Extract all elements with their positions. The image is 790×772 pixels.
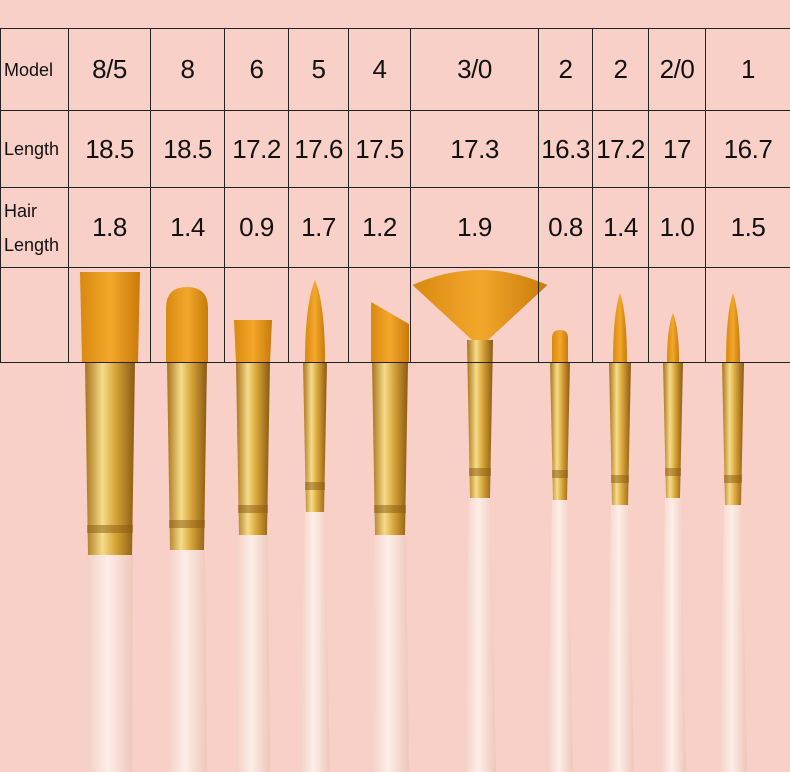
cell: 0.8 [538,187,593,268]
image-row [0,267,790,363]
empty-cell [538,267,593,363]
cell: 17.2 [224,110,289,188]
brush-ferrule [609,362,631,505]
ferrule-ring [552,470,568,478]
brush-handle [606,505,634,772]
brush-handle [300,512,330,772]
empty-cell [348,267,411,363]
brush-ferrule [303,362,327,512]
cell: 1.5 [705,187,790,268]
brush-handle [371,535,409,772]
cell: 6 [224,28,289,111]
brush-handle [547,500,573,772]
brush-handle [87,555,133,772]
row-header: Length [0,110,69,188]
brush-ferrule [236,362,270,535]
brush-handle [167,550,207,772]
table-row: Length 18.5 18.5 17.2 17.6 17.5 17.3 16.3 17.2 17… [0,110,790,188]
cell: 2 [592,28,649,111]
table-row: Hair Length 1.8 1.4 0.9 1.7 1.2 1.9 0.8 1.4 1.0 1.… [0,187,790,268]
ferrule-ring [724,475,742,483]
cell: 0.9 [224,187,289,268]
brush-ferrule [85,362,135,555]
ferrule-ring [305,482,325,490]
brush-ferrule [550,362,570,500]
cell: 1.0 [648,187,706,268]
table-row: Model 8/5 8 6 5 4 3/0 2 2 2/0 1 [0,28,790,111]
brush-ferrule [663,362,683,498]
cell: 8/5 [68,28,151,111]
cell: 1.4 [592,187,649,268]
empty-cell [224,267,289,363]
cell: 17.5 [348,110,411,188]
ferrule-ring [87,525,133,533]
cell: 2 [538,28,593,111]
row-header: Hair Length [0,187,69,268]
brush-handle [236,535,270,772]
empty-cell [288,267,349,363]
brush-handle [719,505,747,772]
cell: 1.9 [410,187,539,268]
ferrule-ring [665,468,681,476]
empty-cell [705,267,790,363]
ferrule-ring [469,468,491,476]
empty-cell [68,267,151,363]
cell: 17.2 [592,110,649,188]
brush-handle [464,498,496,772]
brush-handle [660,498,686,772]
spec-table: Model 8/5 8 6 5 4 3/0 2 2 2/0 1 Length 18.5 18.5 17.2 1… [0,28,790,363]
cell: 17.6 [288,110,349,188]
cell: 1.7 [288,187,349,268]
cell: 5 [288,28,349,111]
empty-cell [0,267,69,363]
cell: 17 [648,110,706,188]
cell: 1.4 [150,187,225,268]
brush-ferrule [167,362,207,550]
empty-cell [150,267,225,363]
cell: 16.3 [538,110,593,188]
cell: 4 [348,28,411,111]
cell: 1.8 [68,187,151,268]
cell: 1 [705,28,790,111]
ferrule-ring [374,505,406,513]
empty-cell [592,267,649,363]
ferrule-ring [611,475,629,483]
cell: 2/0 [648,28,706,111]
row-header: Model [0,28,69,111]
cell: 18.5 [68,110,151,188]
cell: 18.5 [150,110,225,188]
cell: 16.7 [705,110,790,188]
empty-cell [410,267,539,363]
cell: 3/0 [410,28,539,111]
ferrule-ring [169,520,205,528]
brush-ferrule [372,362,408,535]
ferrule-ring [238,505,268,513]
brush-ferrule [722,362,744,505]
brush-ferrule [467,340,493,498]
cell: 8 [150,28,225,111]
empty-cell [648,267,706,363]
cell: 17.3 [410,110,539,188]
cell: 1.2 [348,187,411,268]
